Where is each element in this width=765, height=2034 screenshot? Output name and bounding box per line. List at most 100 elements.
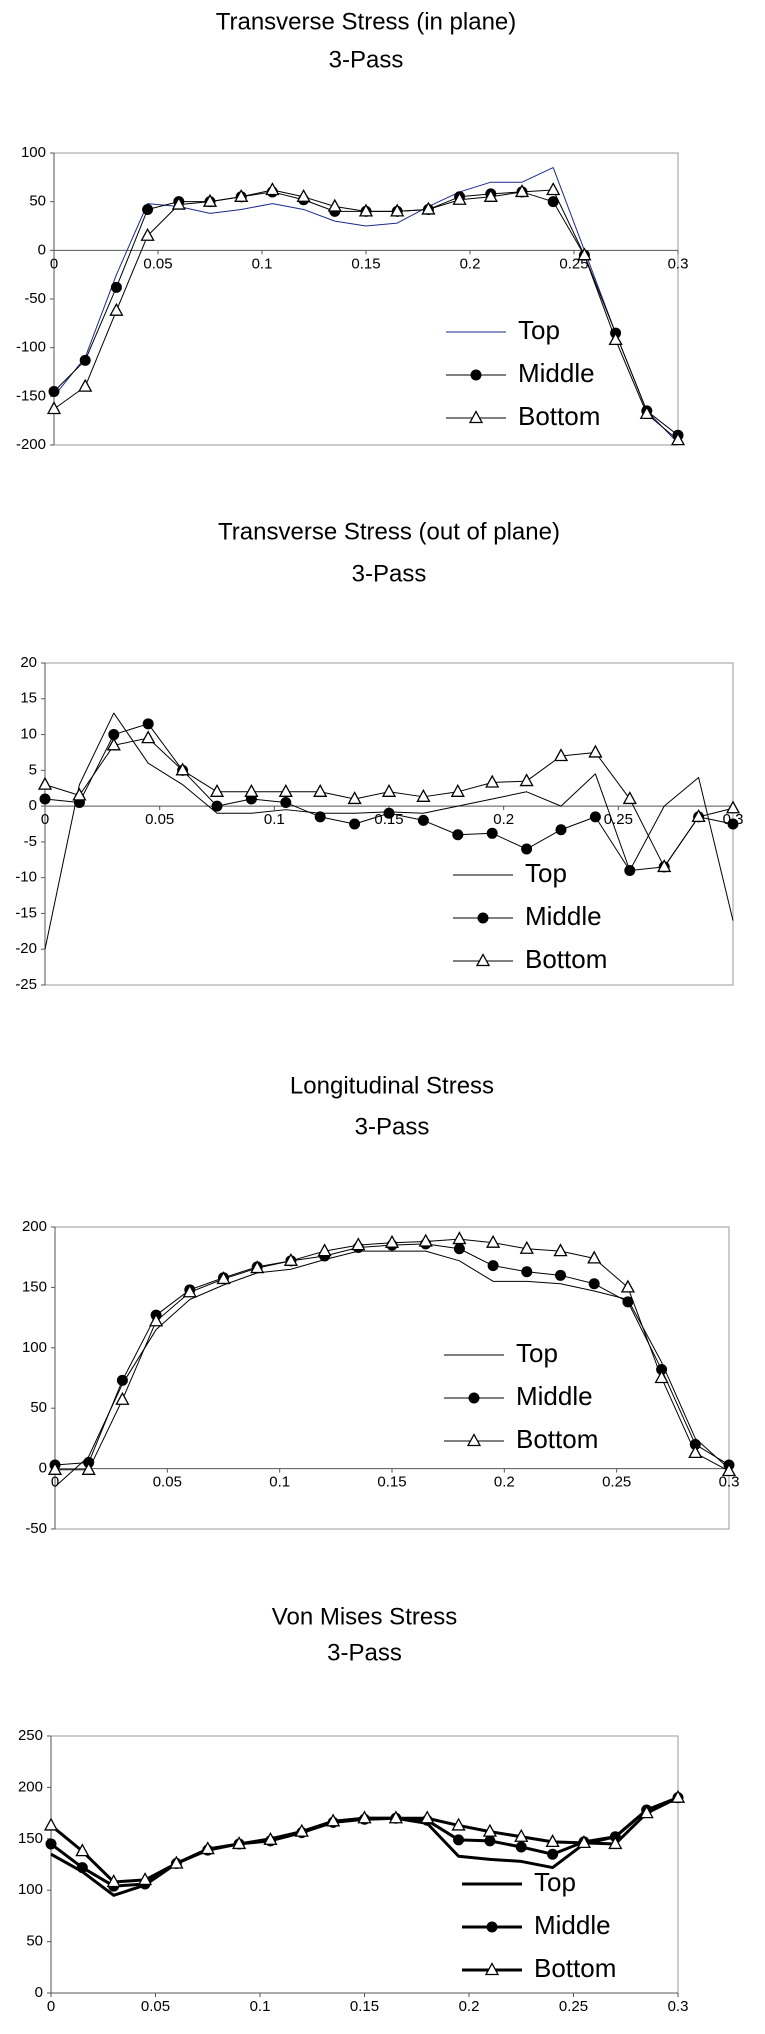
x-tick-label: 0	[51, 1474, 59, 1491]
data-point	[657, 859, 672, 873]
data-point	[555, 824, 567, 836]
chart: Von Mises Stress 3-Pass 0 50 100 150 200 250 0 0.…	[18, 1603, 688, 2015]
data-point	[727, 818, 739, 830]
data-point	[483, 188, 498, 202]
data-point	[110, 281, 122, 293]
data-point	[182, 1284, 197, 1298]
legend-label: Middle	[516, 1381, 593, 1411]
data-point	[546, 182, 561, 196]
x-tick-label: 0	[41, 811, 49, 828]
chart-title: Transverse Stress (in plane)	[216, 8, 517, 35]
x-tick-label: 0.05	[145, 811, 174, 828]
data-point	[514, 184, 530, 198]
y-tick-label: -50	[25, 1520, 47, 1537]
series-line	[54, 1250, 730, 1488]
data-point	[142, 203, 154, 215]
data-point	[421, 201, 436, 215]
data-point	[656, 1364, 668, 1376]
data-point	[78, 378, 93, 392]
x-tick-label: 0.15	[351, 255, 380, 272]
data-point	[670, 432, 686, 446]
y-tick-label: -200	[16, 436, 46, 453]
data-point	[358, 203, 374, 217]
data-point	[519, 773, 534, 787]
data-point	[37, 776, 53, 790]
y-tick-label: 150	[18, 1830, 43, 1847]
data-point	[553, 748, 569, 762]
data-point	[265, 182, 280, 196]
y-tick-label: 150	[22, 1278, 47, 1295]
y-tick-label: 100	[21, 144, 46, 161]
data-point	[250, 1260, 265, 1274]
y-tick-label: 100	[22, 1339, 47, 1356]
data-point	[589, 811, 601, 823]
y-tick-label: -25	[15, 976, 37, 993]
data-point	[721, 1463, 737, 1477]
x-tick-label: 0.3	[668, 255, 689, 272]
data-point	[670, 1789, 686, 1803]
legend-label: Top	[525, 858, 567, 888]
data-point	[294, 1823, 309, 1837]
y-tick-label: -50	[24, 290, 46, 307]
x-tick-label: 0.3	[668, 1998, 689, 2015]
data-point	[620, 1279, 635, 1293]
data-point	[211, 800, 223, 812]
y-tick-label: 250	[18, 1727, 43, 1744]
data-point	[450, 783, 465, 797]
y-tick-label: 200	[22, 1218, 47, 1235]
data-point	[688, 1445, 703, 1459]
data-point	[486, 1234, 501, 1248]
y-tick-label: -100	[16, 339, 46, 356]
data-point	[209, 783, 225, 797]
y-tick-label: 5	[29, 761, 37, 778]
data-point	[486, 827, 498, 839]
chart: Transverse Stress (in plane) 3-Pass -200 -1…	[16, 8, 688, 453]
x-tick-label: 0.3	[719, 1474, 740, 1491]
data-point	[46, 401, 62, 415]
x-tick-label: 0.2	[459, 1998, 480, 2015]
data-point	[357, 1810, 372, 1824]
data-point	[326, 1813, 341, 1827]
data-point	[317, 1243, 332, 1257]
legend-label: Bottom	[525, 944, 607, 974]
data-point	[515, 1841, 527, 1853]
data-point	[388, 1810, 403, 1824]
x-tick-label: 0.2	[493, 811, 514, 828]
legend-label: Bottom	[516, 1424, 598, 1454]
chart-subtitle: 3-Pass	[329, 46, 404, 73]
data-point	[608, 332, 623, 346]
y-tick-label: 0	[39, 1460, 47, 1477]
data-point	[547, 1848, 559, 1860]
y-tick-label: 0	[38, 241, 46, 258]
data-point	[417, 814, 429, 826]
data-point	[420, 1810, 435, 1824]
data-point	[234, 188, 249, 202]
legend-marker	[470, 369, 482, 381]
data-point	[588, 1278, 600, 1290]
data-point	[383, 807, 395, 819]
x-tick-label: 0.1	[264, 811, 285, 828]
legend-label: Middle	[534, 1910, 611, 1940]
data-point	[577, 247, 592, 261]
y-tick-label: 0	[35, 1984, 43, 2001]
data-point	[169, 1855, 184, 1869]
data-point	[587, 1250, 602, 1264]
chart-title: Transverse Stress (out of plane)	[218, 518, 560, 545]
data-point	[43, 1817, 59, 1831]
data-point	[137, 1872, 153, 1886]
series-line	[53, 167, 679, 444]
data-point	[351, 1237, 366, 1251]
y-tick-label: 100	[18, 1881, 43, 1898]
data-point	[171, 196, 186, 210]
chart-title: Von Mises Stress	[272, 1603, 457, 1630]
data-point	[418, 1233, 433, 1247]
y-tick-label: 20	[20, 654, 37, 671]
data-point	[278, 783, 293, 797]
legend-label: Middle	[525, 901, 602, 931]
x-tick-label: 0.1	[252, 255, 273, 272]
data-point	[452, 1231, 467, 1245]
legend-label: Bottom	[534, 1953, 616, 1983]
y-tick-label: -5	[24, 833, 37, 850]
data-point	[725, 800, 741, 814]
